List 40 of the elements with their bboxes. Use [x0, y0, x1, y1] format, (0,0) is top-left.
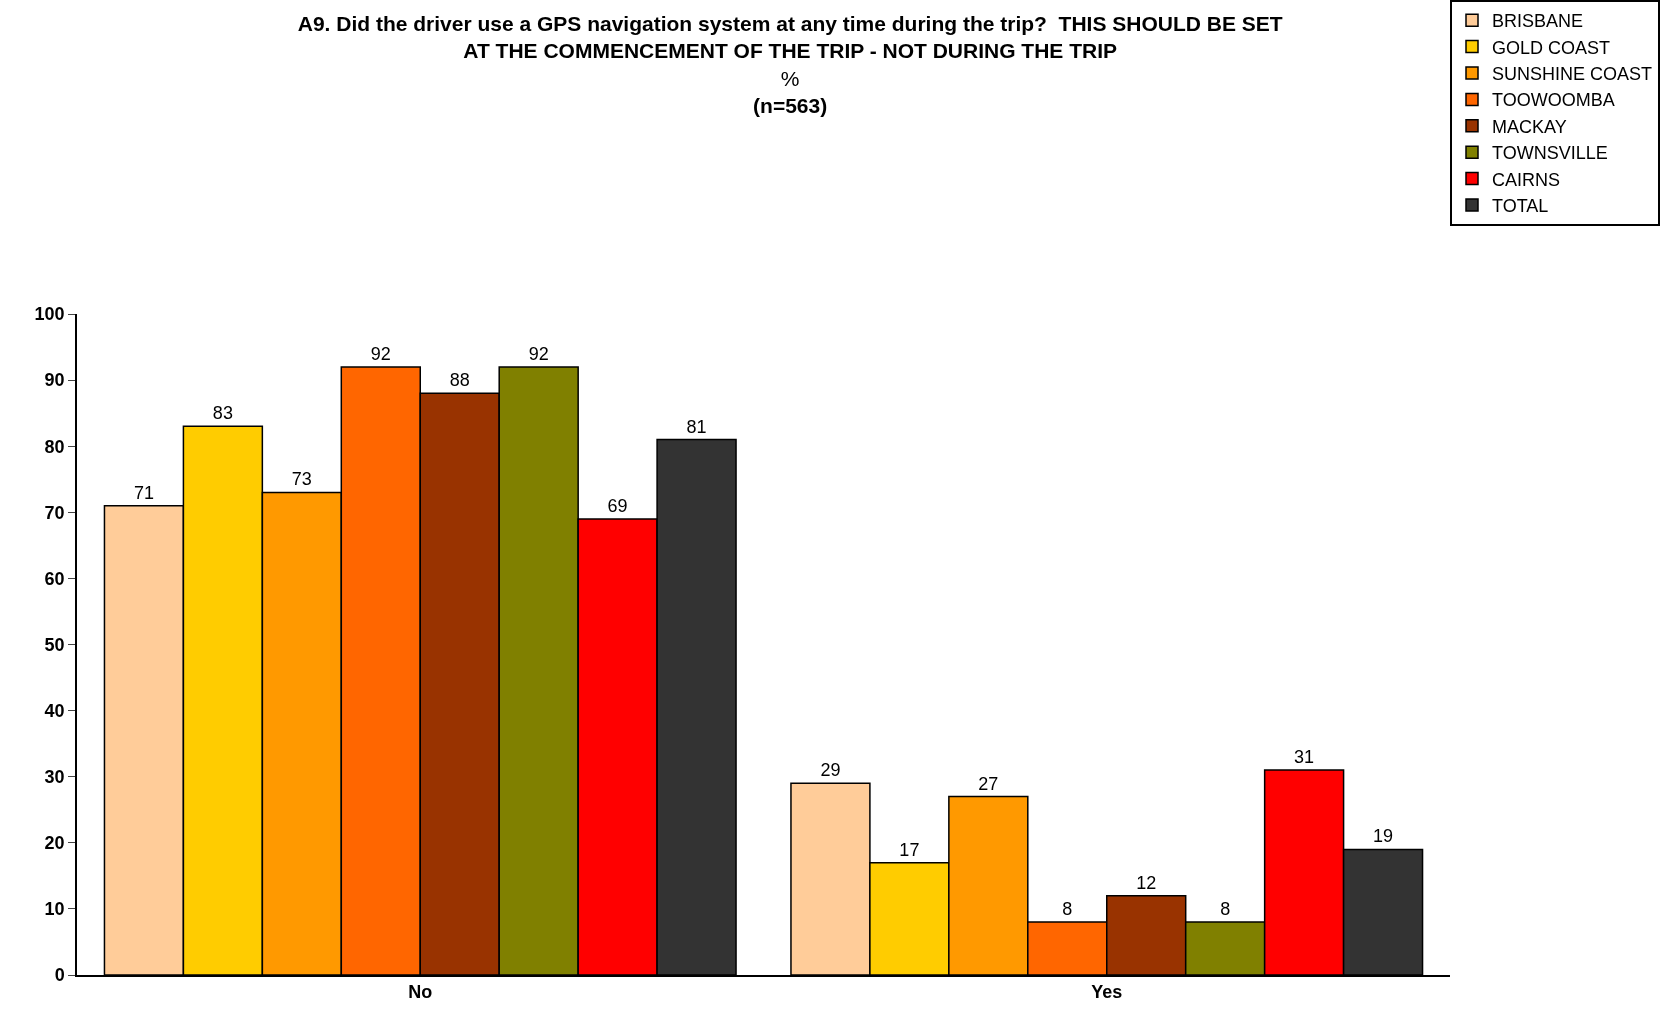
legend-label: SUNSHINE COAST [1492, 64, 1653, 85]
data-label: 19 [1373, 826, 1394, 847]
y-tick-label: 40 [44, 700, 65, 721]
data-label: 88 [449, 370, 470, 391]
data-label: 29 [820, 760, 841, 781]
legend-label: TOWNSVILLE [1492, 143, 1608, 164]
y-tick-label: 20 [44, 833, 65, 854]
data-label: 71 [133, 482, 154, 503]
data-label: 27 [978, 773, 999, 794]
y-tick-label: 10 [44, 899, 65, 920]
y-tick-label: 50 [44, 634, 65, 655]
y-tick-label: 0 [54, 965, 65, 986]
legend-label: MACKAY [1492, 116, 1567, 137]
data-label: 8 [1062, 899, 1073, 920]
data-label: 92 [370, 343, 391, 364]
x-tick-label: No [408, 982, 433, 1003]
legend-label: GOLD COAST [1492, 37, 1611, 58]
data-label: 73 [291, 469, 312, 490]
y-tick-label: 70 [44, 502, 65, 523]
legend-label: TOOWOOMBA [1492, 90, 1615, 111]
y-tick-label: 100 [34, 304, 65, 325]
legend-label: BRISBANE [1492, 11, 1584, 32]
y-tick-label: 80 [44, 436, 65, 457]
legend-label: TOTAL [1492, 196, 1549, 217]
text: (n=563) [753, 93, 828, 117]
data-label: 31 [1294, 747, 1315, 768]
data-label: 83 [212, 403, 233, 424]
chart-subtitle: % [780, 66, 800, 90]
data-label: 69 [607, 495, 628, 516]
data-label: 81 [686, 416, 707, 437]
data-label: 8 [1220, 899, 1231, 920]
data-label: 17 [899, 839, 920, 860]
y-tick-label: 30 [44, 767, 65, 787]
y-tick-label: 90 [44, 370, 65, 391]
data-label: 12 [1136, 872, 1157, 893]
legend-label: CAIRNS [1492, 169, 1561, 190]
chart-title: A9. Did the driver use a GPS navigation system at any time during the trip? THIS SHOULD BE SET AT THE COMMENCEMENT OF THE TRIP - NOT DURING THE TRIP [297, 11, 1283, 63]
x-tick-label: Yes [1091, 982, 1123, 1003]
y-tick-label: 60 [44, 568, 65, 589]
data-label: 92 [528, 343, 549, 364]
